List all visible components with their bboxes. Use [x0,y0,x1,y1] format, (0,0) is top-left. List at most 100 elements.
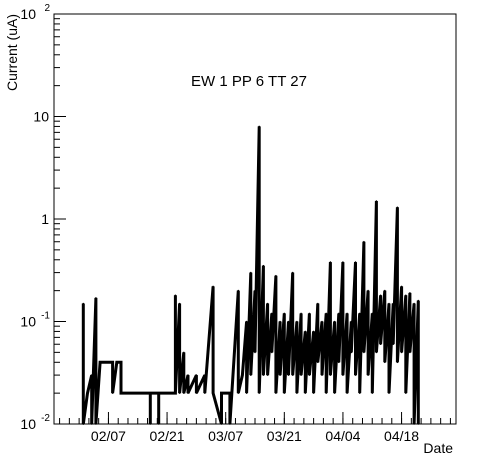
data-point [379,343,382,346]
data-point [400,351,403,354]
data-point [212,392,214,394]
data-point [90,374,93,376]
x-axis-label: Date [423,440,453,456]
data-point [187,392,189,394]
x-tick-label: 04/04 [325,428,360,444]
data-point [396,361,399,364]
data-point [178,392,181,394]
data-point [350,320,353,323]
data-point [245,392,248,394]
series-line-0 [81,126,420,425]
data-point [379,294,382,297]
data-point [363,351,365,354]
data-point [183,351,185,354]
data-point [90,423,93,425]
data-point [271,312,273,315]
data-point [157,423,160,425]
data-point [342,261,344,263]
data-point [195,392,198,394]
y-tick-label: 10 [33,109,49,125]
data-point [283,312,286,315]
data-point [204,392,206,394]
data-point [220,423,223,425]
data-point [82,423,85,425]
data-point [392,302,395,305]
data-point [405,392,407,394]
y-tick-exponent: -2 [41,413,50,424]
data-point [275,274,277,277]
data-point [250,374,252,376]
axis-layer: 10 -2 10 -1 1 10 10 2 02/07 02/21 03/07 03/21 04/04 0… [20,3,451,444]
data-point [283,392,286,394]
data-point [317,361,319,364]
data-point [95,297,97,299]
data-point [266,302,269,305]
data-point [241,374,244,376]
data-point [405,294,407,297]
data-point [204,374,206,376]
data-point [279,320,281,323]
data-point [262,264,265,267]
data-point [342,374,344,376]
data-point [258,125,261,128]
data-point [354,374,357,376]
data-point [291,374,294,376]
data-point [321,374,323,376]
data-point [254,351,256,354]
data-point [296,392,298,394]
data-point [287,374,290,376]
data-point [367,374,369,376]
data-point [300,312,302,315]
data-point [304,330,307,333]
data-point [409,351,411,354]
x-tick-label: 02/07 [91,428,126,444]
data-point [254,289,256,292]
data-point [375,200,378,202]
data-point [120,392,122,394]
data-point [296,320,298,323]
data-point [325,392,328,394]
data-point [111,361,114,364]
data-point [333,392,336,394]
y-tick-exponent: -1 [41,311,50,322]
data-point [220,392,223,394]
y-tick-label: 10 [20,416,36,432]
data-point [417,299,420,302]
data-point [300,374,302,376]
data-point [258,392,261,394]
data-point [388,392,390,394]
data-point [120,361,122,364]
data-point [245,320,248,323]
series-layer [81,125,420,425]
y-axis-label: Current (uA) [4,14,20,91]
data-point [187,374,189,376]
data-point [338,312,340,315]
data-point [82,302,85,305]
data-point [178,302,181,305]
x-tick-label: 04/18 [384,428,419,444]
data-point [329,374,332,376]
data-point [250,271,252,274]
data-point [149,392,152,394]
data-point [304,392,307,394]
x-tick-label: 03/07 [208,428,243,444]
data-point [86,392,89,394]
data-point [157,392,160,394]
data-point [329,261,332,263]
data-point [321,320,323,323]
data-point [413,423,415,425]
data-point [417,423,420,425]
data-point [409,292,411,294]
data-point [99,361,101,364]
data-point [271,351,273,354]
data-point [363,240,365,243]
data-point [183,392,185,394]
data-point [400,285,403,288]
chart-title: EW 1 PP 6 TT 27 [191,73,307,90]
data-point [346,392,348,394]
data-point [392,343,395,346]
data-point [111,392,114,394]
data-point [338,361,340,364]
